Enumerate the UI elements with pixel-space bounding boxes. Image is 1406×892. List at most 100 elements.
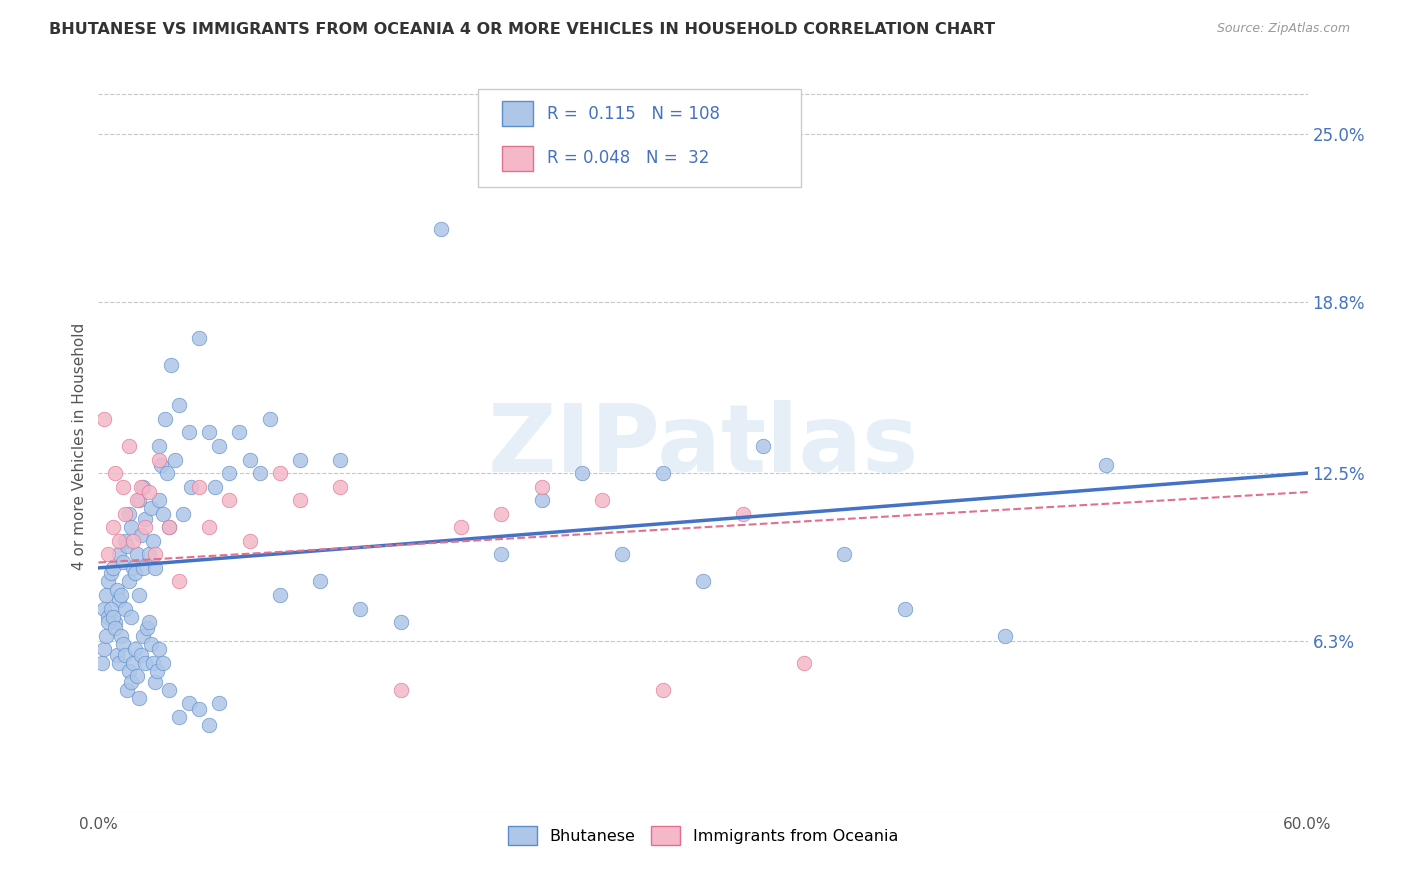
Point	[125, 669, 148, 683]
Point	[309, 574, 332, 589]
Point	[91, 656, 114, 670]
Point	[491, 547, 513, 561]
Point	[129, 480, 152, 494]
Text: ZIPatlas: ZIPatlas	[488, 400, 918, 492]
Point	[269, 588, 291, 602]
Point	[139, 637, 162, 651]
Point	[124, 566, 146, 581]
Point	[198, 520, 221, 534]
Point	[228, 425, 250, 440]
Point	[93, 412, 115, 426]
Point	[120, 674, 142, 689]
Point	[142, 656, 165, 670]
Point	[103, 615, 125, 629]
Point	[218, 466, 240, 480]
Point	[100, 566, 122, 581]
Point	[107, 533, 129, 548]
Point	[115, 682, 138, 697]
Point	[124, 642, 146, 657]
Point	[134, 656, 156, 670]
Point	[111, 637, 134, 651]
Point	[152, 507, 174, 521]
Point	[591, 493, 613, 508]
Point	[135, 620, 157, 634]
Point	[121, 533, 143, 548]
Point	[239, 452, 262, 467]
Point	[571, 466, 593, 480]
Point	[530, 480, 553, 494]
Point	[208, 439, 231, 453]
Point	[146, 664, 169, 678]
Point	[239, 533, 262, 548]
Point	[651, 466, 673, 480]
Point	[120, 520, 142, 534]
Point	[249, 466, 271, 480]
Text: R =  0.115   N = 108: R = 0.115 N = 108	[547, 104, 720, 123]
Point	[105, 582, 128, 597]
Point	[259, 412, 281, 426]
Point	[167, 398, 190, 412]
Legend: Bhutanese, Immigrants from Oceania: Bhutanese, Immigrants from Oceania	[502, 820, 904, 851]
Point	[329, 452, 352, 467]
Point	[198, 718, 221, 732]
Point	[143, 561, 166, 575]
Point	[111, 480, 134, 494]
Point	[172, 507, 194, 521]
Point	[129, 648, 152, 662]
Point	[1095, 458, 1118, 472]
Point	[129, 528, 152, 542]
Point	[93, 601, 115, 615]
Point	[188, 331, 211, 345]
Point	[134, 520, 156, 534]
Point	[430, 222, 453, 236]
Point	[180, 480, 202, 494]
Point	[163, 452, 186, 467]
Point	[134, 512, 156, 526]
Text: BHUTANESE VS IMMIGRANTS FROM OCEANIA 4 OR MORE VEHICLES IN HOUSEHOLD CORRELATION: BHUTANESE VS IMMIGRANTS FROM OCEANIA 4 O…	[49, 22, 995, 37]
Point	[832, 547, 855, 561]
Point	[218, 493, 240, 508]
Point	[157, 520, 180, 534]
Point	[128, 690, 150, 705]
Point	[97, 574, 120, 589]
Point	[157, 682, 180, 697]
Point	[167, 710, 190, 724]
Point	[142, 533, 165, 548]
Point	[100, 601, 122, 615]
Point	[157, 520, 180, 534]
Point	[208, 697, 231, 711]
Point	[128, 588, 150, 602]
Point	[138, 615, 160, 629]
Point	[491, 507, 513, 521]
Point	[118, 507, 141, 521]
Point	[651, 682, 673, 697]
Point	[188, 702, 211, 716]
Point	[118, 574, 141, 589]
Point	[893, 601, 915, 615]
Point	[107, 593, 129, 607]
Point	[160, 358, 183, 372]
Point	[139, 501, 162, 516]
Point	[101, 609, 124, 624]
Point	[149, 458, 172, 472]
Point	[752, 439, 775, 453]
Point	[125, 547, 148, 561]
Point	[188, 480, 211, 494]
Point	[103, 620, 125, 634]
Point	[132, 629, 155, 643]
Point	[97, 609, 120, 624]
Point	[125, 493, 148, 508]
Text: Source: ZipAtlas.com: Source: ZipAtlas.com	[1216, 22, 1350, 36]
Point	[110, 629, 132, 643]
Point	[156, 466, 179, 480]
Point	[269, 466, 291, 480]
Point	[389, 615, 412, 629]
Point	[152, 656, 174, 670]
Point	[389, 682, 412, 697]
Point	[107, 547, 129, 561]
Point	[148, 452, 170, 467]
Point	[179, 425, 201, 440]
Point	[96, 588, 118, 602]
Point	[105, 648, 128, 662]
Point	[107, 656, 129, 670]
